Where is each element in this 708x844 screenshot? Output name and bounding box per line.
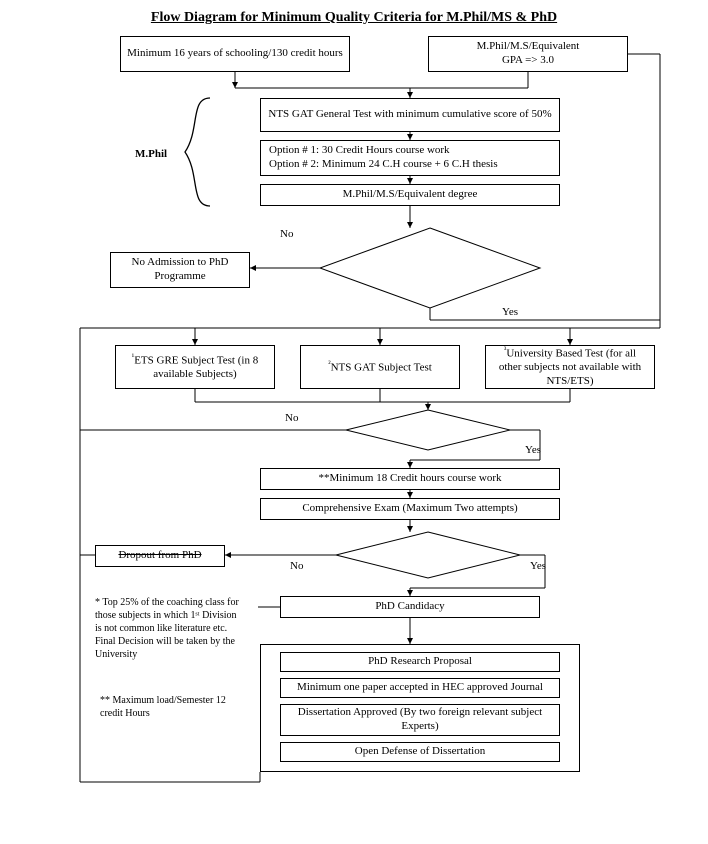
box-dropout: Dropout from PhD: [95, 545, 225, 567]
box-schooling: Minimum 16 years of schooling/130 credit…: [120, 36, 350, 72]
box-test-univ: ³University Based Test (for all other su…: [485, 345, 655, 389]
page-title: Flow Diagram for Minimum Quality Criteri…: [0, 0, 708, 26]
box-options: Option # 1: 30 Credit Hours course work …: [260, 140, 560, 176]
box-min18: **Minimum 18 Credit hours course work: [260, 468, 560, 490]
box-comp-exam: Comprehensive Exam (Maximum Two attempts…: [260, 498, 560, 520]
mphil-label: M.Phil: [135, 148, 167, 160]
yes-label-3: Yes: [530, 560, 546, 572]
box-research-proposal: PhD Research Proposal: [280, 652, 560, 672]
box-nts-general: NTS GAT General Test with minimum cumula…: [260, 98, 560, 132]
qualifying-score: Qualifying Score: [370, 424, 490, 436]
no-label-2: No: [285, 412, 298, 424]
no-label-3: No: [290, 560, 303, 572]
footnote-1: * Top 25% of the coaching class for thos…: [95, 596, 245, 661]
box-dissertation: Dissertation Approved (By two foreign re…: [280, 704, 560, 736]
yes-label-2: Yes: [525, 444, 541, 456]
box-phd-candidacy: PhD Candidacy: [280, 596, 540, 618]
gpa-decision-line1: GPA =>3.00(For Semester): [350, 253, 510, 265]
footnote-2: ** Maximum load/Semester 12 credit Hours: [100, 694, 250, 720]
gpa-decision-line2: 1ˢᵗ Division (For Annual): [350, 275, 510, 287]
box-gpa-req: M.Phil/M.S/Equivalent GPA => 3.0: [428, 36, 628, 72]
yes-label-1: Yes: [502, 306, 518, 318]
box-test-nts: ²NTS GAT Subject Test: [300, 345, 460, 389]
no-label-1: No: [280, 228, 293, 240]
box-mphil-degree: M.Phil/M.S/Equivalent degree: [260, 184, 560, 206]
success-label: Success: [380, 548, 470, 560]
box-open-defense: Open Defense of Dissertation: [280, 742, 560, 762]
box-min-paper: Minimum one paper accepted in HEC approv…: [280, 678, 560, 698]
box-test-ets: ¹ETS GRE Subject Test (in 8 available Su…: [115, 345, 275, 389]
box-no-admission: No Admission to PhD Programme: [110, 252, 250, 288]
